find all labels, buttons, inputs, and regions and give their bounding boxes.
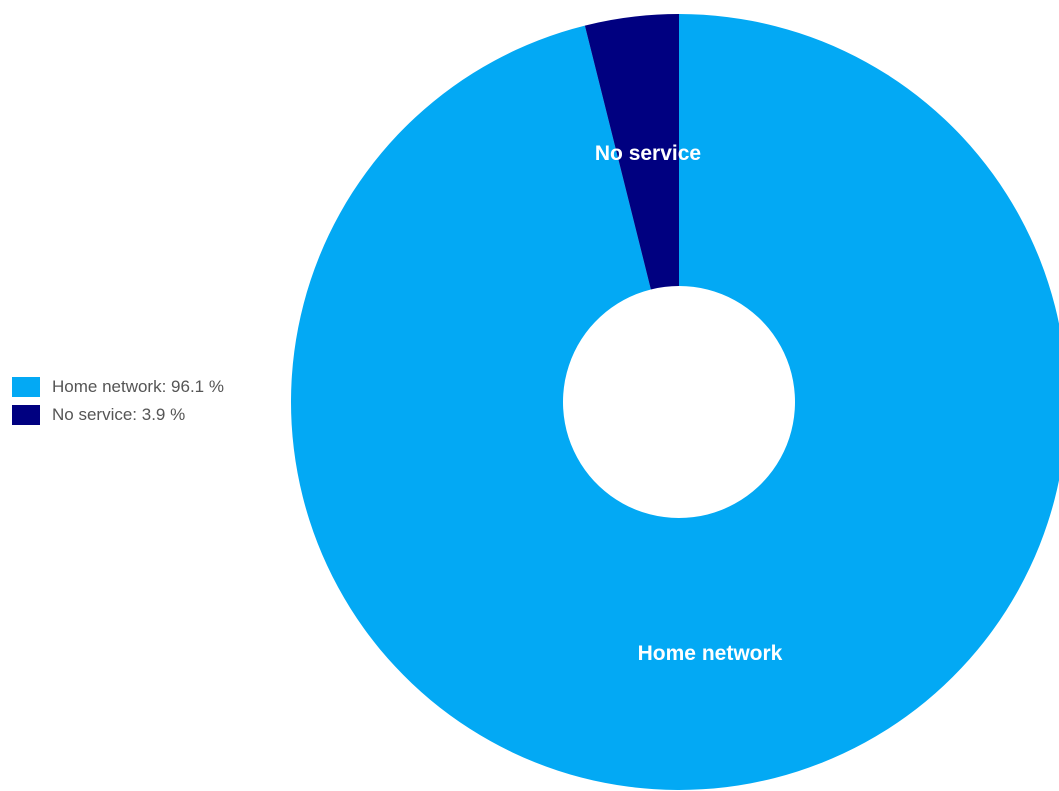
slice-home-network[interactable]	[291, 14, 1059, 790]
legend-item-no-service[interactable]: No service: 3.9 %	[12, 403, 224, 427]
legend-swatch-no-service	[12, 405, 40, 425]
slice-label-no-service: No service	[595, 142, 701, 165]
slice-no-service[interactable]	[584, 14, 679, 290]
legend: Home network: 96.1 % No service: 3.9 %	[12, 375, 224, 431]
slice-label-home-network: Home network	[638, 642, 783, 665]
legend-swatch-home-network	[12, 377, 40, 397]
legend-item-home-network[interactable]: Home network: 96.1 %	[12, 375, 224, 399]
legend-label-home-network: Home network: 96.1 %	[52, 377, 224, 396]
legend-label-no-service: No service: 3.9 %	[52, 405, 186, 424]
